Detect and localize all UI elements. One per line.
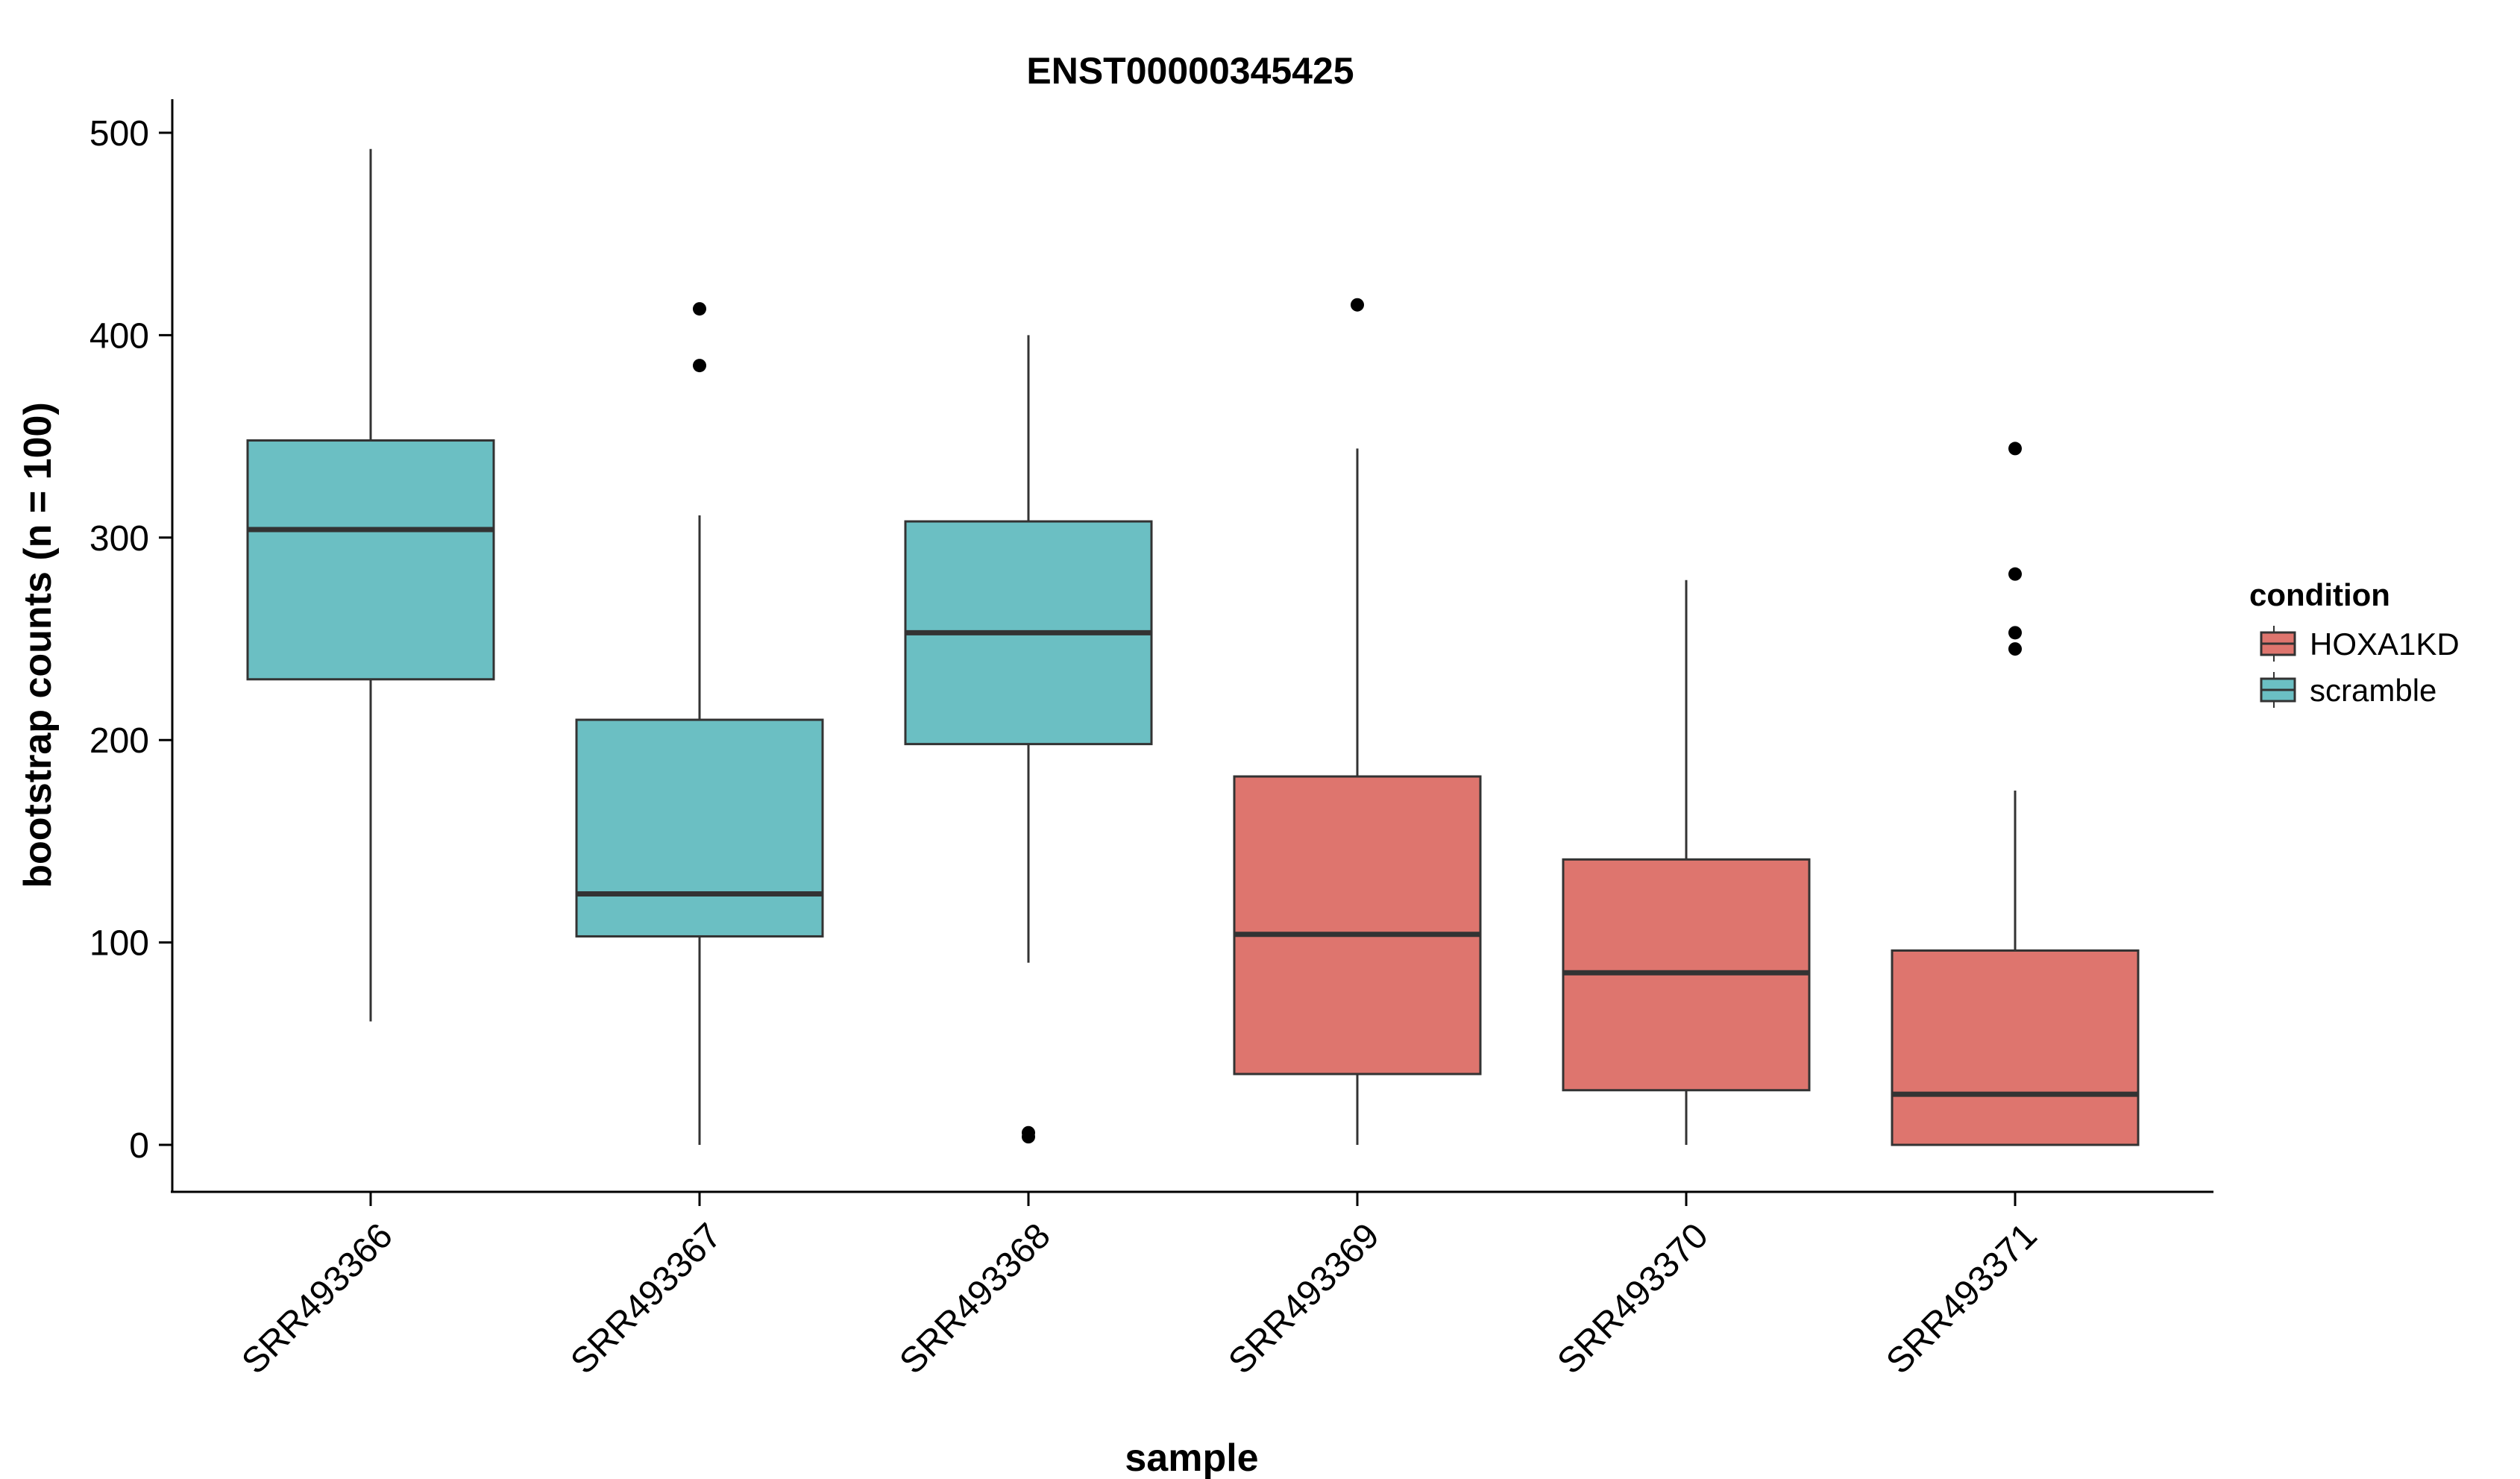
y-axis-ticks: 0 100 200 300 400 500 [89, 114, 172, 1166]
legend-title: condition [2249, 577, 2390, 612]
legend-key-HOXA1KD [2260, 626, 2296, 662]
box-iqr [575, 718, 824, 938]
box-SRR493370 [1562, 580, 1811, 1145]
x-tick-label: SRR493370 [1550, 1216, 1715, 1381]
plot-area [246, 148, 2140, 1146]
y-tick-label: 500 [89, 114, 149, 154]
y-tick-label: 100 [89, 924, 149, 964]
y-tick-label: 0 [129, 1126, 149, 1166]
outlier-point [2008, 442, 2022, 456]
box-SRR493366 [246, 148, 495, 1022]
legend: condition HOXA1KD scramble [2249, 577, 2460, 708]
outlier-point [693, 302, 706, 316]
x-axis-title: sample [1125, 1436, 1258, 1479]
outlier-point [1022, 1125, 1035, 1140]
box-iqr [246, 439, 495, 681]
box-SRR493369 [1233, 298, 1482, 1145]
x-axis-ticks: SRR493366 SRR493367 SRR493368 SRR493369 SRR4… [234, 1192, 2045, 1382]
outlier-point [2008, 567, 2022, 581]
box-iqr [1891, 949, 2140, 1146]
outlier-point [2008, 642, 2022, 656]
x-tick-label: SRR493369 [1221, 1216, 1386, 1381]
y-tick-label: 200 [89, 721, 149, 761]
outlier-point [693, 359, 706, 373]
outlier-point [1351, 298, 1364, 312]
box-SRR493368 [904, 335, 1153, 1144]
chart-title: ENST00000345425 [1026, 50, 1354, 92]
y-axis-title: bootstrap counts (n = 100) [16, 402, 60, 888]
box-SRR493367 [575, 302, 824, 1145]
legend-key-scramble [2260, 672, 2296, 708]
x-tick-label: SRR493371 [1879, 1216, 2044, 1381]
outlier-point [2008, 626, 2022, 640]
x-tick-label: SRR493366 [234, 1216, 400, 1381]
y-tick-label: 300 [89, 519, 149, 559]
box-iqr [1233, 775, 1482, 1076]
legend-label: HOXA1KD [2310, 627, 2460, 662]
x-tick-label: SRR493368 [892, 1216, 1058, 1381]
box-SRR493371 [1891, 442, 2140, 1146]
x-tick-label: SRR493367 [563, 1216, 729, 1381]
legend-label: scramble [2310, 673, 2436, 708]
y-tick-label: 400 [89, 316, 149, 356]
